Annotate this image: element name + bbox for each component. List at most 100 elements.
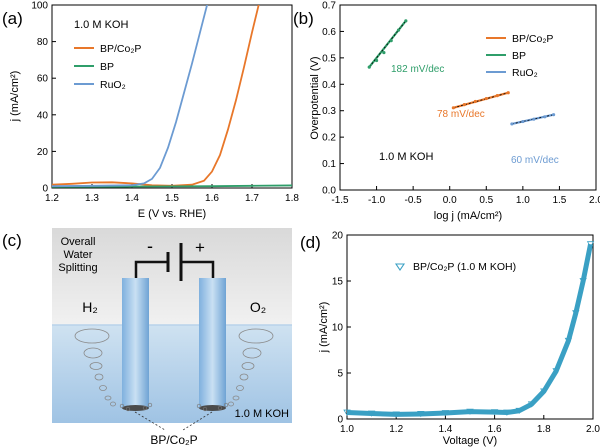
electrode-material-label: BP/Co₂P [150,433,197,447]
minus-sign: - [147,236,153,256]
chart-b-series [367,19,556,126]
chart-b-xtick-label-3: 0.0 [443,195,457,206]
chart-b-point-1-5 [404,19,408,23]
diagram-title-line1: Overall [61,236,96,248]
chart-b-ytick-label-3: 0.3 [322,106,336,117]
bubble-8 [242,347,262,359]
chart-b-tafel-label-1: 182 mV/dec [391,64,444,75]
chart-b-ytick-label-7: 0.7 [322,1,336,12]
chart-d-ticks: 1.0 1.2 1.4 1.6 1.8 2.0 0 5 10 15 20 [332,231,600,436]
chart-a: 1.2 1.3 1.4 1.5 1.6 1.7 1.8 0 20 40 60 80 100 1.0 M … [9,1,299,221]
electrode-bubble-2 [142,405,148,411]
bubble-11 [236,385,244,391]
chart-d-xtick-label-2: 1.4 [438,424,452,435]
electrolyte-label: 1.0 M KOH [235,408,289,420]
chart-a-legend: BP/Co₂P BP RuO₂ [74,43,141,91]
chart-b-point-0-5 [506,91,510,95]
chart-b-tafel-labels: 78 mV/dec 182 mV/dec 60 mV/dec [391,64,559,166]
chart-a-ylabel: j (mA/cm²) [9,71,21,123]
chart-a-series-line-0 [52,5,260,187]
chart-a-ytick-label-5: 100 [31,1,48,12]
chart-d-point-1 [367,410,376,417]
h2-label: H₂ [82,299,98,315]
bubble-9 [241,362,255,370]
chart-a-legend-label-1: BP [100,61,114,73]
diagram-title-line2: Water [64,249,93,261]
chart-d-ytick-label-0: 0 [337,415,343,426]
chart-a-legend-label-0: BP/Co₂P [100,43,141,55]
chart-d-ytick-label-4: 20 [332,231,344,242]
chart-d-ytick-label-2: 10 [332,323,344,334]
cell-air [52,228,292,325]
bubble-0 [74,328,110,344]
chart-d-point-3 [417,411,425,418]
chart-a-xtick-label-3: 1.5 [165,193,179,204]
chart-d-xtick-label-1: 1.2 [389,424,403,435]
chart-d-point-15 [586,241,595,248]
chart-b-point-1-4 [396,28,401,32]
chart-b-legend-label-0: BP/Co₂P [512,33,553,45]
chart-b-point-2-1 [521,119,525,124]
chart-b-ytick-label-4: 0.4 [322,80,336,91]
chart-b-ylabel: Overpotential (V) [309,56,321,139]
electrode-bubble-7 [223,402,229,408]
diagram-title-line3: Splitting [58,262,97,274]
chart-b-annotation: 1.0 M KOH [379,151,433,163]
chart-d-legend: BP/Co₂P (1.0 M KOH) [394,261,516,273]
chart-d-point-2 [392,411,400,418]
plus-sign: + [195,238,205,257]
chart-a-series-line-2 [52,5,208,188]
electrode-bubble-1 [125,406,131,412]
panel-label-d: (d) [300,233,321,252]
chart-d-ylabel: j (mA/cm²) [318,302,330,354]
panel-label-b: (b) [293,9,314,28]
chart-a-series [52,5,292,188]
chart-d-point-7 [503,409,511,416]
chart-b-fit-line-0 [453,92,509,109]
chart-d-point-5 [466,408,474,415]
chart-a-xtick-label-5: 1.7 [245,193,259,204]
chart-d-point-9 [527,401,536,408]
chart-a-xtick-label-0: 1.2 [45,193,59,204]
chart-d-xlabel: Voltage (V) [443,435,497,447]
chart-d: 1.0 1.2 1.4 1.6 1.8 2.0 0 5 10 15 20 BP/Co₂P (1.0 … [318,231,600,448]
chart-b-xtick-label-1: -1.0 [368,195,386,206]
chart-a-frame [51,4,293,189]
bubble-10 [239,373,249,381]
electrode-bubble-6 [217,405,223,411]
chart-a-ytick-label-1: 20 [37,147,49,158]
chart-d-xtick-label-4: 1.8 [537,424,551,435]
chart-a-ytick-label-3: 60 [37,74,49,85]
chart-b-ytick-label-2: 0.2 [322,133,336,144]
chart-d-point-11 [552,368,560,375]
chart-b-point-0-1 [462,103,466,107]
chart-b-xtick-label-0: -1.5 [331,195,349,206]
bubble-5 [104,395,112,401]
chart-a-series-line-1 [52,184,292,188]
chart-b-point-1-1 [374,58,379,63]
bubble-3 [94,373,104,381]
chart-a-ticks: 1.2 1.3 1.4 1.5 1.6 1.7 1.8 0 20 40 60 80 100 [31,1,299,205]
chart-d-point-8 [515,407,523,414]
chart-b-point-2-4 [551,113,556,117]
electrode-bubble-0 [119,403,125,409]
chart-b-point-1-0 [367,65,371,69]
bubble-12 [232,395,240,401]
chart-b-xlabel: log j (mA/cm²) [434,210,502,222]
chart-b-xtick-label-7: 2.0 [589,195,600,206]
chart-b-point-2-3 [543,115,547,119]
chart-a-xtick-label-4: 1.6 [205,193,219,204]
chart-b-tafel-label-0: 78 mV/dec [437,109,485,120]
chart-a-xtick-label-2: 1.4 [125,193,139,204]
electrode-cathode [122,278,149,408]
chart-b-point-0-4 [495,94,499,98]
chart-d-point-6 [490,409,499,416]
chart-a-ytick-label-2: 40 [37,110,49,121]
chart-b-tafel-label-2: 60 mV/dec [511,155,559,166]
chart-d-legend-marker [394,263,406,271]
chart-d-point-4 [441,410,450,417]
chart-d-point-12 [564,337,573,345]
chart-d-series-line [346,243,593,417]
panel-label-c: (c) [2,231,22,250]
chart-b-fit-line-1 [368,20,407,68]
